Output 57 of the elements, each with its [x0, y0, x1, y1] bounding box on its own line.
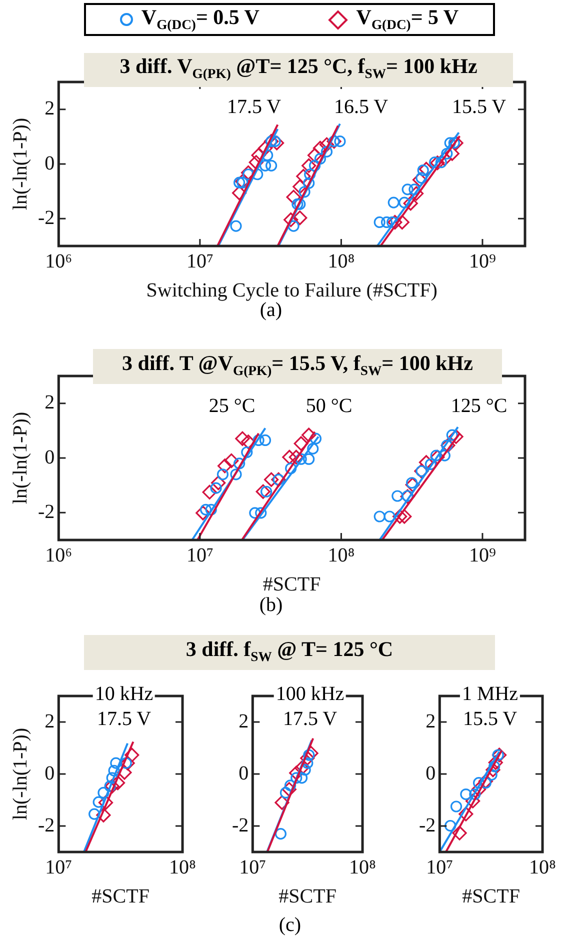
x-tick-label: 10⁹ [468, 544, 496, 566]
y-tick-label: 0 [44, 762, 55, 784]
chart-title: 3 diff. V$_{G(PK)}$ @T= 125 °C, f$_{SW}$= 100 kHz [120, 52, 478, 84]
annotation: 25 °C [206, 395, 258, 417]
y-tick-label: 2 [44, 392, 55, 414]
y-tick-label: -2 [38, 500, 55, 523]
annotation: 17.5 V [224, 96, 284, 118]
y-tick-label: -2 [38, 206, 55, 229]
annotation: 10 kHz [92, 683, 156, 705]
x-axis-title: #SCTF [278, 885, 336, 908]
y-tick-label: 2 [426, 710, 436, 732]
annotation: 125 °C [448, 395, 510, 417]
text: (a) [258, 299, 284, 321]
y-tick-label: 0 [44, 446, 55, 468]
annotation: 15.5 V [450, 96, 508, 118]
x-tick-label: 10⁷ [426, 856, 454, 878]
x-tick-label: 10⁷ [186, 544, 214, 566]
x-tick-label: 10⁶ [45, 250, 72, 272]
y-axis-title: ln(-ln(1-P)) [9, 118, 32, 210]
y-tick-label: -2 [232, 814, 249, 836]
y-tick-label: 0 [426, 762, 436, 784]
x-tick-label: 10⁸ [328, 544, 355, 566]
annotation: 17.5 V [280, 708, 340, 730]
x-axis-title: #SCTF [262, 573, 321, 596]
text: (c) [276, 914, 304, 936]
y-axis-title: ln(-ln(1-P)) [9, 412, 32, 504]
y-tick-label: 2 [238, 710, 249, 732]
annotation: 50 °C [304, 395, 354, 417]
x-tick-label: 10⁸ [328, 250, 355, 272]
y-tick-label: 2 [44, 710, 55, 732]
chart-title: 3 diff. T @V$_{G(PK)}$= 15.5 V, f$_{SW}$= 100 kHz [122, 349, 473, 380]
x-axis-title: #SCTF [92, 885, 150, 908]
y-tick-label: 2 [44, 98, 55, 120]
x-axis-title: Switching Cycle to Failure (#SCTF) [146, 279, 438, 302]
x-tick-label: 10⁸ [169, 856, 196, 878]
y-tick-label: -2 [38, 814, 55, 836]
x-tick-label: 10⁷ [239, 856, 266, 878]
text: (b) [257, 594, 285, 616]
legend-label: V$_{G(DC)}$= 5 V [356, 5, 459, 34]
x-tick-label: 10⁸ [529, 856, 556, 878]
annotation: 16.5 V [332, 96, 390, 118]
annotation: 15.5 V [460, 708, 520, 730]
x-tick-label: 10⁸ [349, 856, 376, 878]
x-tick-label: 10⁹ [468, 250, 496, 272]
x-tick-label: 10⁶ [45, 544, 72, 566]
annotation: 100 kHz [274, 683, 346, 705]
legend-label: V$_{G(DC)}$= 0.5 V [141, 5, 260, 34]
x-axis-title: #SCTF [462, 885, 520, 908]
x-tick-label: 10⁷ [186, 250, 214, 272]
x-tick-label: 10⁷ [45, 856, 72, 878]
y-axis-title: ln(-ln(1-P)) [9, 728, 32, 820]
y-tick-label: 0 [44, 152, 55, 174]
y-tick-label: 0 [238, 762, 249, 784]
annotation: 1 MHz [460, 683, 520, 705]
annotation: 17.5 V [94, 708, 154, 730]
y-tick-label: -2 [418, 814, 436, 836]
chart-title: 3 diff. f$_{SW}$ @ T= 125 °C [186, 635, 394, 666]
